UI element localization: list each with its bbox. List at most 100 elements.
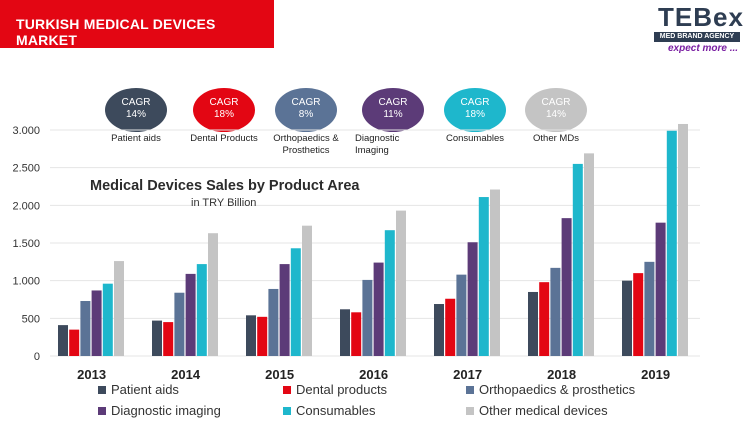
legend-swatch — [98, 385, 106, 394]
y-tick-label: 2.000 — [12, 200, 40, 212]
bar-2013-0 — [58, 325, 68, 356]
cagr-label-consumables: Consumables — [445, 133, 505, 144]
legend-label: Orthopaedics & prosthetics — [479, 382, 636, 397]
bar-2018-4 — [572, 163, 583, 356]
cagr-label-patient-aids: Patient aids — [111, 133, 161, 144]
header-bar: TURKISH MEDICAL DEVICES MARKET — [0, 0, 274, 48]
bar-2015-5 — [302, 225, 312, 356]
bar-2017-1 — [445, 298, 456, 356]
cagr-title: CAGR — [541, 97, 571, 108]
cagr-value: 18% — [213, 109, 234, 120]
cagr-title: CAGR — [460, 97, 490, 108]
bar-2013-2 — [80, 301, 91, 356]
y-tick-label: 500 — [22, 313, 40, 325]
cagr-title: CAGR — [121, 97, 151, 108]
x-axis-ticks: 2013 2014 2015 2016 2017 2018 2019 — [77, 367, 670, 382]
bar-2015-0 — [246, 315, 256, 356]
bar-2018-3 — [561, 218, 572, 356]
y-tick-label: 3.000 — [12, 125, 40, 137]
x-tick-label: 2019 — [641, 367, 670, 382]
cagr-label-dental: Dental Products — [190, 133, 258, 144]
bars — [58, 123, 688, 357]
bar-2013-5 — [114, 261, 124, 356]
cagr-value: 18% — [464, 109, 485, 120]
legend-item: Orthopaedics & prosthetics — [466, 383, 635, 397]
y-tick-label: 0 — [34, 351, 40, 363]
legend-item: Other medical devices — [466, 404, 608, 418]
x-tick-label: 2013 — [77, 367, 106, 382]
bar-2015-3 — [279, 264, 290, 356]
legend-item: Consumables — [283, 404, 376, 418]
bar-2013-3 — [91, 290, 102, 356]
logo: TEBex MED BRAND AGENCY expect more ... — [650, 2, 743, 54]
bar-2015-1 — [257, 316, 268, 356]
cagr-title: CAGR — [291, 97, 321, 108]
bar-2016-3 — [373, 262, 384, 356]
bar-2018-0 — [528, 291, 538, 356]
bar-2017-5 — [490, 189, 500, 356]
bar-2015-2 — [268, 288, 279, 356]
bar-2014-3 — [185, 273, 196, 356]
bar-2019-0 — [622, 280, 632, 356]
legend-label: Diagnostic imaging — [111, 403, 221, 418]
logo-tagline: expect more ... — [668, 43, 739, 54]
y-tick-label: 1.000 — [12, 276, 40, 288]
cagr-title: CAGR — [378, 97, 408, 108]
x-tick-label: 2018 — [547, 367, 576, 382]
logo-name: TEBex — [658, 2, 743, 32]
y-tick-label: 1.500 — [12, 238, 40, 250]
cagr-badge-diagnostic: CAGR 11% — [362, 88, 424, 132]
cagr-badge-dental: CAGR 18% — [193, 88, 255, 132]
x-tick-label: 2016 — [359, 367, 388, 382]
bar-2016-1 — [351, 312, 362, 356]
bar-2013-4 — [102, 283, 113, 356]
cagr-value: 14% — [545, 109, 566, 120]
bar-2018-5 — [584, 153, 594, 356]
bar-2018-1 — [539, 282, 550, 356]
x-tick-label: 2017 — [453, 367, 482, 382]
legend-swatch — [283, 385, 291, 394]
bar-2019-5 — [678, 123, 688, 357]
bar-2014-1 — [163, 322, 174, 356]
cagr-label-other: Other MDs — [533, 133, 579, 144]
cagr-value: 8% — [298, 109, 314, 120]
legend-label: Consumables — [296, 403, 376, 418]
cagr-badge-consumables: CAGR 18% — [444, 88, 506, 132]
legend-swatch — [283, 406, 291, 415]
legend-label: Patient aids — [111, 382, 179, 397]
bar-2015-4 — [290, 248, 301, 356]
bar-2017-0 — [434, 304, 444, 356]
bar-2018-2 — [550, 267, 561, 356]
bar-2017-2 — [456, 274, 467, 356]
cagr-label-orthopaedics: Orthopaedics & Prosthetics — [273, 133, 339, 156]
chart-title: Medical Devices Sales by Product Area — [90, 178, 360, 194]
cagr-badge-patient-aids: CAGR 14% — [105, 88, 167, 132]
bar-2016-4 — [384, 230, 395, 356]
bar-2016-2 — [362, 279, 373, 356]
cagr-value: 14% — [125, 109, 146, 120]
legend-label: Other medical devices — [479, 403, 608, 418]
bar-2019-1 — [633, 273, 644, 356]
bar-2019-4 — [666, 130, 677, 356]
cagr-label-diagnostic: Diagnostic Imaging — [355, 133, 400, 156]
legend-item: Patient aids — [98, 383, 179, 397]
y-axis-ticks: 0 500 1.000 1.500 2.000 2.500 3.000 — [12, 125, 40, 363]
bar-2017-3 — [467, 242, 478, 356]
page-title: TURKISH MEDICAL DEVICES MARKET — [16, 16, 216, 48]
logo-agency: MED BRAND AGENCY — [654, 32, 740, 42]
legend-swatch — [466, 385, 474, 394]
bar-2014-0 — [152, 320, 162, 356]
bar-2014-2 — [174, 292, 185, 356]
legend-label: Dental products — [296, 382, 388, 397]
cagr-title: CAGR — [209, 97, 239, 108]
cagr-value: 11% — [383, 109, 403, 120]
chart-subtitle: in TRY Billion — [191, 197, 256, 209]
legend-item: Dental products — [283, 383, 387, 397]
legend-swatch — [98, 406, 106, 415]
bar-2019-2 — [644, 261, 655, 356]
bar-2014-5 — [208, 233, 218, 356]
bar-2016-0 — [340, 309, 350, 356]
bar-2016-5 — [396, 210, 406, 356]
x-tick-label: 2015 — [265, 367, 294, 382]
